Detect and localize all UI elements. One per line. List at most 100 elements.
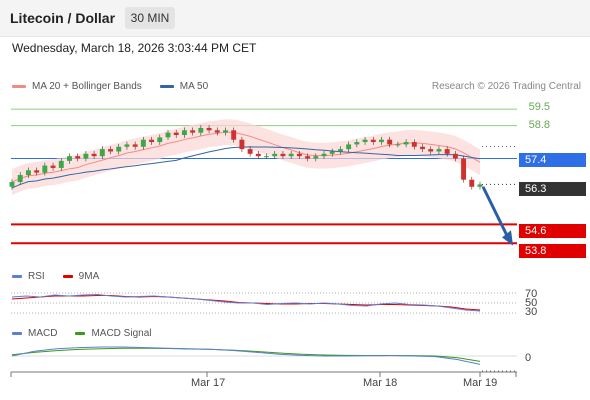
macd-signal-line [11, 347, 481, 362]
x-label-mar18: Mar 18 [363, 377, 398, 389]
legend-ma50-label: MA 50 [179, 81, 209, 92]
candle-body [362, 139, 368, 143]
pivot-badge: 57.4 [519, 153, 586, 167]
candle-body [190, 130, 196, 133]
candle-body [165, 132, 171, 138]
candle-body [25, 170, 31, 175]
candle-body [140, 139, 146, 147]
candle-body [173, 132, 179, 135]
ma50-swatch [159, 85, 174, 88]
ma50-line [11, 146, 481, 189]
legend-macd: MACD [12, 328, 57, 339]
candle-body [42, 165, 48, 173]
candle-body [387, 139, 393, 145]
rsi-ma-swatch [62, 275, 73, 278]
candle-body [403, 142, 409, 145]
support-badge-1: 54.6 [519, 224, 586, 238]
candle-body [428, 149, 434, 152]
legend-macd-label: MACD [28, 328, 58, 339]
rsi-legend: RSI 9MA [12, 271, 117, 282]
rsi-level-30: 30 [525, 306, 538, 318]
candle-body [67, 156, 72, 161]
candle-body [247, 149, 253, 154]
resistance-level-2: 58.8 [528, 119, 550, 131]
candle-body [329, 151, 335, 154]
candle-body [477, 184, 483, 187]
candle-body [337, 149, 343, 152]
legend-macd-signal: MACD Signal [75, 328, 151, 339]
candle-body [395, 144, 401, 146]
macd-legend: MACD MACD Signal [12, 328, 169, 339]
candle-body [108, 149, 113, 152]
support-badge-2: 53.8 [519, 244, 586, 258]
rsi-level-50: 50 [525, 297, 538, 309]
candle-body [91, 153, 97, 157]
candle-body [370, 139, 376, 143]
legend-rsi-label: RSI [28, 271, 45, 282]
candle-body [206, 127, 212, 131]
candle-body [255, 153, 261, 157]
macd-signal-swatch [75, 332, 86, 335]
candle-body [149, 139, 155, 143]
x-label-mar19: Mar 19 [463, 377, 498, 389]
legend-ma50: MA 50 [159, 81, 209, 92]
candle-body [444, 149, 450, 154]
macd-line [11, 346, 481, 365]
candle-body [280, 153, 286, 157]
copyright-text: Research © 2026 Trading Central [431, 81, 581, 92]
candle-body [452, 153, 458, 159]
candle-body [305, 156, 311, 159]
candle-body [75, 156, 81, 159]
candle-body [124, 144, 130, 147]
candle-body [17, 175, 23, 183]
candle-body [99, 149, 105, 157]
rsi-line [11, 293, 481, 312]
candle-body [411, 142, 417, 147]
legend-ma20-label: MA 20 + Bollinger Bands [32, 81, 142, 92]
pair-title: Litecoin / Dollar [10, 10, 116, 26]
timestamp: Wednesday, March 18, 2026 3:03:44 PM CET [12, 41, 257, 55]
legend-rsi: RSI [12, 271, 45, 282]
ma20-line [11, 131, 481, 183]
timeframe-button[interactable]: 30 MIN [125, 7, 175, 29]
forecast-arrow-shaft [481, 186, 511, 241]
candle-body [296, 153, 302, 157]
macd-zero-label: 0 [525, 352, 532, 364]
candle-body [116, 146, 122, 152]
candle-body [231, 130, 237, 140]
candle-body [346, 144, 352, 150]
legend-rsi-ma: 9MA [62, 271, 100, 282]
candle-body [272, 153, 278, 157]
main-legend: MA 20 + Bollinger Bands MA 50 [12, 81, 226, 92]
candle-body [83, 153, 89, 159]
candle-body [34, 170, 40, 173]
macd-swatch [12, 332, 22, 335]
last-price-badge: 56.3 [519, 182, 586, 196]
rsi-swatch [12, 275, 22, 278]
candle-body [214, 130, 220, 133]
candle-body [321, 153, 327, 157]
candle-body [198, 127, 204, 133]
candle-body [288, 153, 294, 157]
candle-body [132, 144, 138, 147]
resistance-level-1: 59.5 [528, 101, 550, 113]
legend-ma20: MA 20 + Bollinger Bands [12, 81, 142, 92]
legend-macd-signal-label: MACD Signal [91, 328, 152, 339]
candle-body [461, 158, 467, 180]
rsi-level-70: 70 [525, 288, 538, 300]
candle-body [354, 142, 360, 145]
bollinger-band [12, 119, 480, 195]
candle-body [9, 182, 15, 187]
candle-body [313, 156, 319, 159]
candle-body [223, 130, 228, 133]
candle-body [50, 165, 56, 168]
candle-body [239, 139, 245, 150]
legend-rsi-ma-label: 9MA [78, 271, 100, 282]
candle-body [379, 139, 384, 143]
ma20-swatch [12, 85, 26, 88]
x-label-mar17: Mar 17 [191, 377, 226, 389]
forecast-arrow-head [502, 230, 513, 246]
candle-body [157, 137, 163, 143]
candle-body [436, 149, 442, 152]
